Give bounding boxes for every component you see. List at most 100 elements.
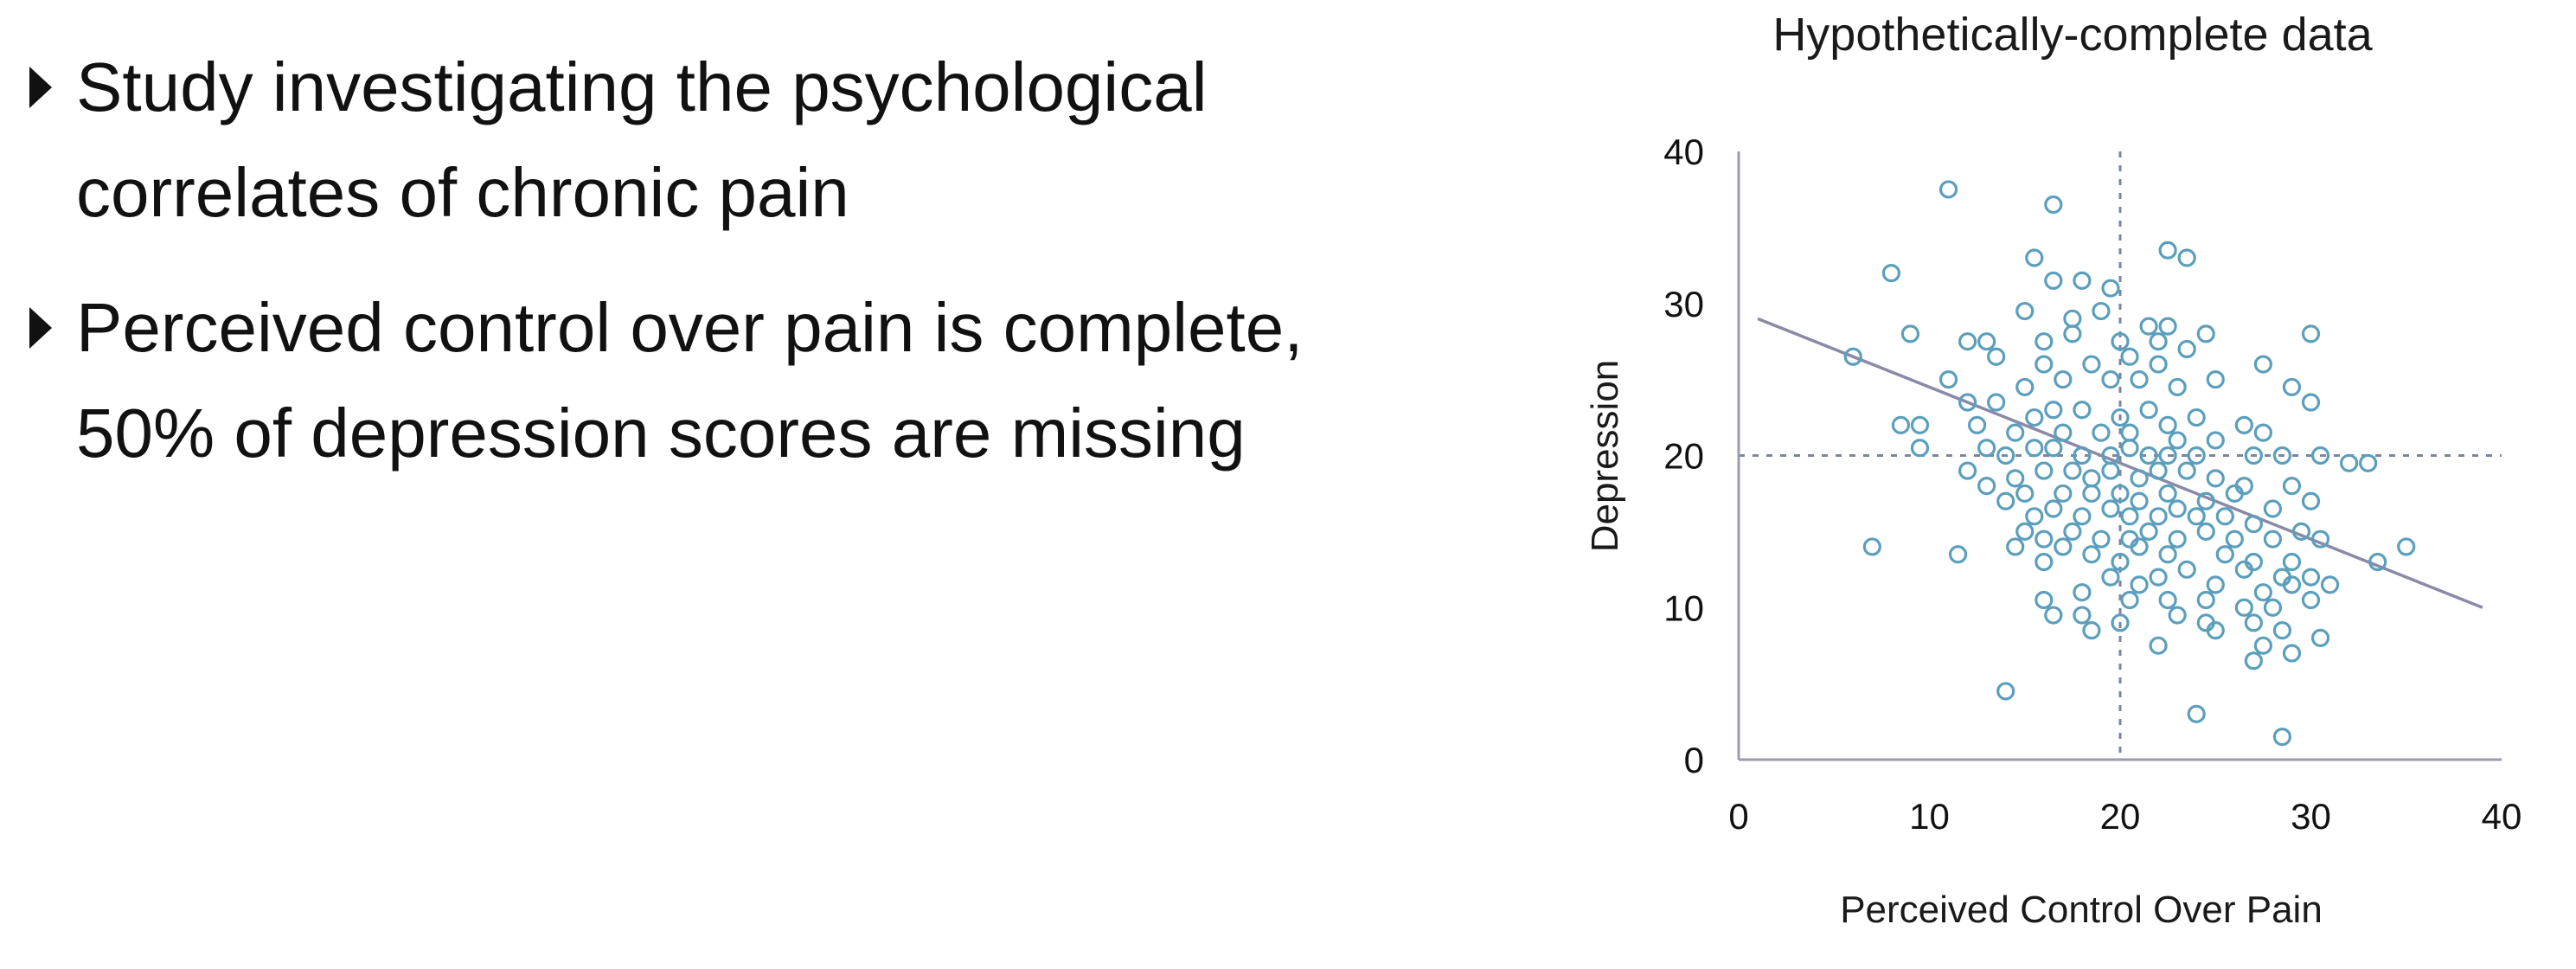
data-point — [2253, 583, 2272, 602]
data-point — [2006, 423, 2025, 442]
data-point — [2035, 461, 2054, 480]
data-point — [2206, 469, 2225, 488]
data-point — [2263, 598, 2283, 617]
x-tick-label: 30 — [2291, 796, 2331, 837]
data-point — [2282, 477, 2302, 496]
data-point — [2082, 469, 2101, 488]
data-point — [2282, 575, 2302, 594]
data-point — [1900, 324, 1920, 343]
data-point — [2158, 484, 2177, 504]
x-axis-label: Perceived Control Over Pain — [1840, 889, 2323, 931]
data-point — [2310, 446, 2330, 465]
data-point — [1862, 537, 1881, 556]
data-point — [2215, 545, 2234, 564]
scatter-plot-svg: Hypothetically-complete data 0 10 20 30 40 0 1… — [1584, 9, 2522, 931]
data-point — [2044, 439, 2063, 458]
data-point — [2035, 529, 2054, 549]
data-point — [2187, 704, 2206, 723]
data-point — [1910, 415, 1930, 434]
data-point — [2272, 728, 2292, 747]
data-point — [2006, 537, 2025, 556]
data-point — [2359, 453, 2378, 472]
data-point — [2196, 590, 2215, 610]
data-point — [2149, 355, 2168, 374]
data-point — [1948, 545, 1968, 564]
chart-title: Hypothetically-complete data — [1772, 9, 2373, 61]
data-point — [1881, 264, 1900, 283]
data-point — [2177, 339, 2196, 359]
data-point — [2196, 491, 2215, 510]
data-point — [2063, 309, 2082, 328]
data-point — [2206, 370, 2225, 389]
data-point — [2054, 537, 2073, 556]
data-point — [2082, 484, 2101, 504]
data-point — [1843, 347, 1862, 366]
x-tick-label: 10 — [1909, 796, 1950, 837]
data-point — [2215, 507, 2234, 526]
data-point — [2320, 575, 2340, 594]
data-point — [2158, 590, 2177, 610]
data-point — [2111, 613, 2130, 632]
data-point — [2291, 522, 2311, 541]
data-point — [2149, 636, 2168, 655]
data-point — [2111, 552, 2130, 572]
axes — [1737, 151, 2502, 761]
data-point — [2015, 377, 2035, 397]
data-point — [2301, 491, 2321, 510]
data-point — [2149, 332, 2168, 351]
data-point — [2168, 377, 2187, 397]
data-point — [2196, 522, 2215, 541]
data-point — [2082, 545, 2101, 564]
data-point — [2272, 446, 2292, 465]
data-point — [2177, 461, 2196, 480]
data-point — [2101, 279, 2120, 298]
data-point — [2073, 507, 2092, 526]
data-point — [1996, 682, 2015, 701]
data-point — [2130, 370, 2149, 389]
data-point — [2158, 446, 2177, 465]
data-point — [2054, 370, 2073, 389]
data-point — [2092, 301, 2111, 321]
data-point — [2082, 621, 2101, 640]
tick-labels: 0 10 20 30 40 0 10 20 30 40 — [1663, 132, 2522, 837]
data-point — [2025, 439, 2044, 458]
data-point — [2073, 583, 2092, 602]
data-point — [2158, 241, 2177, 260]
data-point — [2063, 522, 2082, 541]
data-point — [2073, 401, 2092, 420]
data-point — [2168, 499, 2187, 518]
data-point — [2168, 606, 2187, 625]
data-point — [2253, 355, 2272, 374]
data-point — [2177, 248, 2196, 267]
data-point — [2054, 484, 2073, 504]
data-point — [2139, 317, 2158, 336]
data-point — [2225, 484, 2244, 504]
data-point — [2339, 453, 2359, 472]
data-point — [2015, 301, 2035, 321]
data-point — [1958, 393, 1977, 412]
data-point — [2168, 431, 2187, 450]
data-point — [2120, 507, 2139, 526]
y-tick-label: 40 — [1663, 132, 1704, 172]
data-point — [1977, 477, 1996, 496]
data-point — [2263, 499, 2283, 518]
data-point — [2025, 407, 2044, 427]
data-point — [2111, 407, 2130, 427]
data-point — [1938, 180, 1958, 199]
data-point — [2025, 507, 2044, 526]
x-tick-label: 40 — [2482, 796, 2522, 837]
data-point — [2044, 195, 2063, 215]
data-points — [1843, 180, 2416, 747]
data-point — [2101, 461, 2120, 480]
data-point — [2149, 568, 2168, 587]
data-point — [2092, 423, 2111, 442]
data-point — [1910, 439, 1930, 458]
y-tick-label: 30 — [1663, 284, 1704, 324]
data-point — [1968, 415, 1987, 434]
x-tick-label: 20 — [2100, 796, 2141, 837]
data-point — [2073, 446, 2092, 465]
data-point — [2063, 461, 2082, 480]
data-point — [2044, 499, 2063, 518]
data-point — [2044, 401, 2063, 420]
data-point — [2139, 522, 2158, 541]
